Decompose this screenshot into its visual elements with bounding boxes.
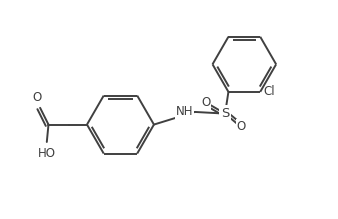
Text: O: O bbox=[201, 96, 210, 109]
Text: HO: HO bbox=[38, 147, 56, 160]
Text: O: O bbox=[237, 120, 246, 133]
Text: Cl: Cl bbox=[263, 85, 274, 98]
Text: NH: NH bbox=[176, 105, 193, 118]
Text: O: O bbox=[33, 91, 42, 104]
Text: S: S bbox=[221, 107, 229, 120]
